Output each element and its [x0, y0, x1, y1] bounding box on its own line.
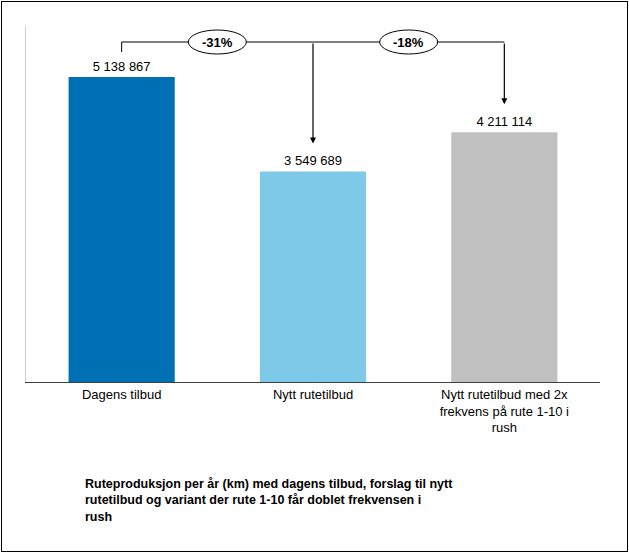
svg-text:Ruteproduksjon per år (km) med: Ruteproduksjon per år (km) med dagens ti… — [85, 477, 453, 524]
svg-text:Dagens tilbud: Dagens tilbud — [82, 387, 162, 402]
svg-text:Nytt rutetilbud: Nytt rutetilbud — [273, 387, 353, 402]
svg-text:5 138 867: 5 138 867 — [93, 59, 151, 74]
svg-text:-31%: -31% — [202, 35, 233, 50]
svg-text:Nytt rutetilbud med 2xfrekvens: Nytt rutetilbud med 2xfrekvens på rute 1… — [440, 387, 569, 436]
svg-text:-18%: -18% — [393, 35, 424, 50]
svg-text:4 211 114: 4 211 114 — [476, 114, 532, 129]
svg-text:3 549 689: 3 549 689 — [284, 153, 342, 168]
